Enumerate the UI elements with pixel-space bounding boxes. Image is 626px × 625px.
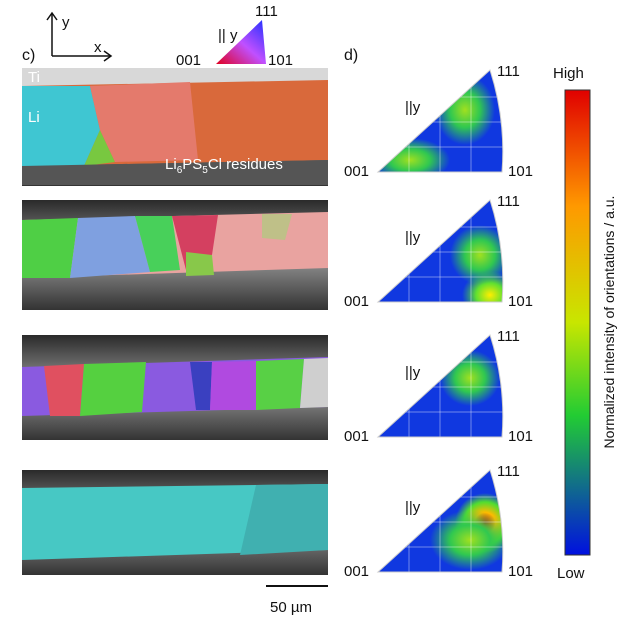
- pf-001: 001: [344, 293, 369, 310]
- pf-direction: ||y: [405, 99, 421, 116]
- pf-101: 101: [508, 163, 533, 180]
- pole-figure: ||y 111 001 101: [344, 328, 533, 445]
- pf-direction: ||y: [405, 499, 421, 516]
- pf-111: 111: [497, 193, 520, 210]
- pole-figure-fill: [378, 200, 503, 302]
- intensity-spot: [435, 75, 495, 145]
- pf-111: 111: [497, 328, 520, 345]
- pf-101: 101: [508, 428, 533, 445]
- pf-111: 111: [497, 63, 520, 80]
- intensity-spot: [440, 350, 500, 406]
- ebsd-map-3: [22, 335, 328, 440]
- pf-direction: ||y: [405, 364, 421, 381]
- pf-111: 111: [497, 463, 520, 480]
- pf-101: 101: [508, 563, 533, 580]
- panel-label: d): [344, 47, 358, 64]
- key-direction: || y: [218, 27, 238, 44]
- intensity-spot: [450, 225, 503, 285]
- outline: [376, 334, 504, 438]
- pole-figure: ||y 111 001 101: [344, 463, 533, 580]
- key-111: 111: [255, 3, 278, 20]
- ebsd-map-4: [22, 470, 328, 575]
- key-001: 001: [176, 52, 201, 69]
- colorbar: [564, 89, 591, 556]
- panel-label: c): [22, 47, 35, 64]
- ebsd-map-1: [22, 68, 328, 186]
- colorbar-high: High: [553, 65, 584, 82]
- key-101: 101: [268, 52, 293, 69]
- pf-001: 001: [344, 563, 369, 580]
- axis-y-label: y: [62, 14, 70, 31]
- pole-figure: ||y 111 001 101: [344, 63, 533, 180]
- outline: [376, 199, 504, 303]
- outline: [376, 69, 504, 173]
- intensity-spot: [378, 138, 450, 172]
- intensity-spot: [430, 510, 503, 570]
- layer-li: Li: [28, 109, 40, 126]
- layer-residues: Li6PS5Cl residues: [165, 156, 283, 176]
- pole-figure-fill: [378, 70, 503, 172]
- colorbar-title: Normalized intensity of orientations / a…: [601, 196, 617, 449]
- axis-x-label: x: [94, 39, 102, 56]
- pole-figure-fill: [378, 335, 503, 437]
- colorbar-low: Low: [557, 565, 585, 582]
- pole-figure: ||y 111 001 101: [344, 193, 533, 310]
- axis-arrows: [46, 11, 113, 62]
- pf-001: 001: [344, 428, 369, 445]
- scale-bar-label: 50 µm: [270, 599, 312, 616]
- pole-figure-fill: [378, 470, 503, 572]
- pf-101: 101: [508, 293, 533, 310]
- outline: [376, 469, 504, 573]
- ebsd-map-2: [22, 200, 328, 310]
- pf-001: 001: [344, 163, 369, 180]
- layer-ti: Ti: [28, 69, 40, 86]
- ipf-key: [216, 20, 266, 64]
- pf-direction: ||y: [405, 229, 421, 246]
